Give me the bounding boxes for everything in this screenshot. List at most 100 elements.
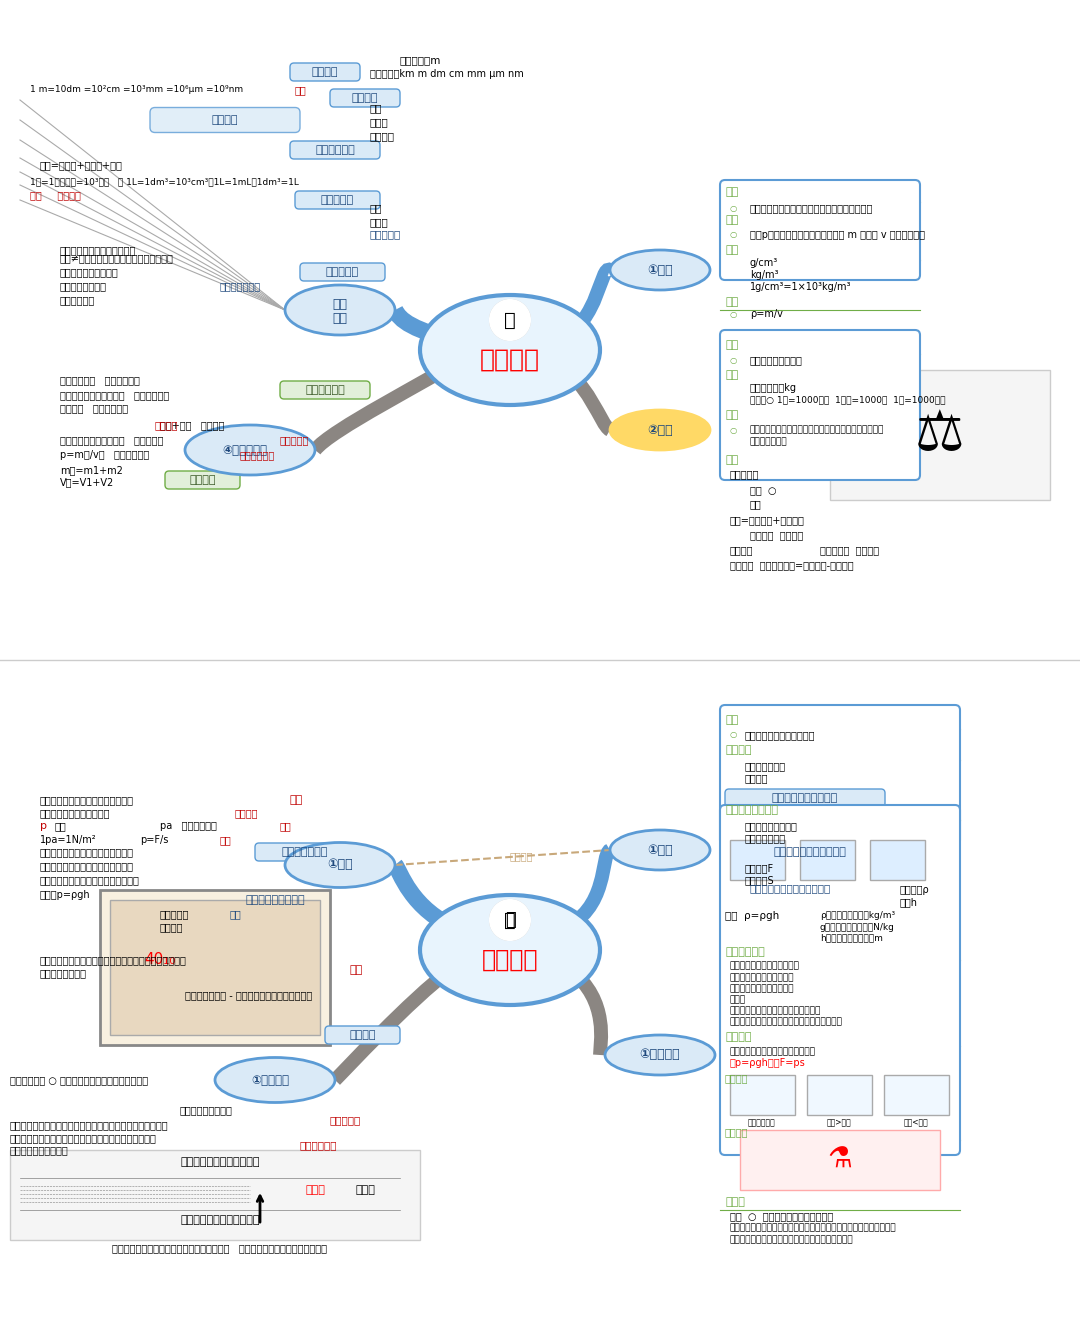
Text: 适用条件：密度均匀，形状规则的柱体: 适用条件：密度均匀，形状规则的柱体 (40, 875, 140, 884)
Text: 单位: 单位 (725, 370, 739, 380)
Ellipse shape (185, 425, 315, 475)
Text: p=m总/v总   平均密度问题: p=m总/v总 平均密度问题 (60, 450, 149, 459)
Bar (800, 805, 840, 830)
Text: 活塞式抽水机、离心式抽水机、用嘴管喝饮料、吸盘式玻: 活塞式抽水机、离心式抽水机、用嘴管喝饮料、吸盘式玻 (10, 1133, 157, 1143)
Text: 多次测量求平均值: 多次测量求平均值 (60, 281, 107, 290)
Text: 国际制单位：kg: 国际制单位：kg (750, 383, 797, 393)
Text: 🐴: 🐴 (504, 911, 516, 929)
Text: ②质量: ②质量 (647, 424, 673, 437)
Text: 压力大小F: 压力大小F (745, 863, 774, 873)
Text: 公式  ρ=ρgh: 公式 ρ=ρgh (725, 911, 780, 921)
FancyBboxPatch shape (165, 471, 240, 488)
FancyBboxPatch shape (295, 191, 380, 209)
Text: 质量密度: 质量密度 (480, 348, 540, 372)
Ellipse shape (420, 294, 600, 405)
Text: h：液体的深度，单位m: h：液体的深度，单位m (820, 933, 882, 942)
Text: 单位: 单位 (725, 246, 739, 255)
Text: 发生物态变化   默认质量不变: 发生物态变化 默认质量不变 (60, 375, 140, 385)
Text: 先p=ρgh，再F=ps: 先p=ρgh，再F=ps (730, 1059, 806, 1068)
Text: g：重力加速度，单位N/kg: g：重力加速度，单位N/kg (820, 923, 895, 932)
Circle shape (490, 300, 530, 341)
FancyBboxPatch shape (725, 789, 885, 807)
Text: 40₁₀: 40₁₀ (145, 953, 176, 968)
Text: 改进实验方法: 改进实验方法 (60, 294, 95, 305)
Text: ①密度: ①密度 (647, 264, 673, 276)
Text: 同一个瓶子装满两种液体   默认体积不变: 同一个瓶子装满两种液体 默认体积不变 (60, 389, 170, 400)
Text: 读数=准确值+估读值+单位: 读数=准确值+估读值+单位 (40, 160, 123, 170)
Bar (740, 805, 780, 830)
Text: 1pa=1N/m²: 1pa=1N/m² (40, 836, 96, 845)
Text: ①压强: ①压强 (327, 858, 353, 871)
Text: 连通器: 连通器 (725, 1197, 745, 1206)
Text: 换算：○ 1吨=1000千克  1千克=1000克  1克=1000毫克: 换算：○ 1吨=1000千克 1千克=1000克 1克=1000毫克 (750, 396, 945, 404)
Text: 误差分析: 误差分析 (730, 545, 754, 554)
Text: 增大压强：增大压力或减少受力面积: 增大压强：增大压力或减少受力面积 (40, 847, 134, 857)
Text: 定义: 定义 (725, 187, 739, 197)
Text: 液力>重力: 液力>重力 (826, 1118, 851, 1127)
Text: 液体压强规律: 液体压强规律 (725, 946, 765, 957)
Bar (730, 840, 785, 880)
Text: 刻度尺的使用: 刻度尺的使用 (315, 145, 355, 154)
Text: 托举力: 托举力 (355, 1185, 375, 1195)
Text: ⚖: ⚖ (915, 408, 964, 462)
Text: 空气流动速度较慢，压强大: 空气流动速度较慢，压强大 (180, 1214, 260, 1225)
Text: 体向各个方向的压强大小都: 体向各个方向的压强大小都 (730, 985, 795, 994)
Text: 1g/cm³=1×10³kg/m³: 1g/cm³=1×10³kg/m³ (750, 282, 851, 292)
Text: 深度h: 深度h (900, 898, 918, 907)
Text: ○: ○ (730, 309, 738, 318)
Text: ○: ○ (730, 425, 738, 434)
Text: 液体压力: 液体压力 (725, 1032, 752, 1041)
Text: 从实心体积入手较为简单   实实心问题: 从实心体积入手较为简单 实实心问题 (60, 436, 163, 445)
Text: 减小压强：减小压力或增大受力面积: 减小压强：减小压力或增大受力面积 (40, 861, 134, 871)
Text: 比例问题: 比例问题 (156, 420, 178, 430)
Text: 海拔越高，气压越低: 海拔越高，气压越低 (180, 1105, 233, 1115)
Text: 相等；: 相等； (730, 995, 746, 1005)
Text: 分度值: 分度值 (370, 216, 389, 227)
Text: ○: ○ (730, 730, 738, 739)
Text: 压力压强: 压力压强 (482, 948, 538, 972)
FancyBboxPatch shape (720, 330, 920, 480)
Text: 某种物质质量和体积的比值叫做这种物质的密度: 某种物质质量和体积的比值叫做这种物质的密度 (750, 203, 874, 213)
Text: 相互挤压: 相互挤压 (745, 774, 769, 783)
Text: 产生原因: 产生原因 (725, 744, 752, 755)
Text: 压力作用效果的影响因素: 压力作用效果的影响因素 (773, 847, 847, 857)
Ellipse shape (285, 842, 395, 887)
Text: 规则柱体的压强计算: 规则柱体的压强计算 (245, 895, 305, 906)
Text: 液体密度ρ: 液体密度ρ (900, 884, 930, 895)
Bar (870, 805, 910, 830)
FancyBboxPatch shape (291, 141, 380, 158)
Text: 液力（重力）: 液力（重力） (748, 1118, 775, 1127)
Text: ρ：液体密度，单位kg/m³: ρ：液体密度，单位kg/m³ (820, 912, 895, 920)
Bar (870, 840, 924, 880)
Ellipse shape (610, 411, 710, 450)
Text: 衣钩、钢笔、吸墨水等: 衣钩、钢笔、吸墨水等 (10, 1144, 69, 1155)
Text: 压力差: 压力差 (305, 1185, 325, 1195)
Text: 1升=1立方分米=10³毫升   图 1L=1dm³=10³cm³，1L=1mL，1dm³=1L: 1升=1立方分米=10³毫升 图 1L=1dm³=10³cm³，1L=1mL，1… (30, 177, 299, 186)
Text: 大气内部的各个方向都存在着压强，这个压强叫做大气压: 大气内部的各个方向都存在着压强，这个压强叫做大气压 (40, 954, 187, 965)
Text: 长度测量: 长度测量 (352, 92, 378, 103)
Ellipse shape (610, 249, 710, 290)
Text: 单位: 单位 (280, 821, 292, 832)
Text: ①液体压强: ①液体压强 (639, 1048, 680, 1061)
Text: 液体压强产生原因: 液体压强产生原因 (725, 805, 778, 814)
Text: 质量是物体的一种自身属性，不随物体的位置、形状、物: 质量是物体的一种自身属性，不随物体的位置、形状、物 (750, 425, 885, 434)
Text: 结构  ○: 结构 ○ (750, 484, 777, 495)
Text: 量程: 量程 (370, 103, 382, 114)
Text: 测量: 测量 (725, 455, 739, 465)
Text: 特点: 特点 (725, 411, 739, 420)
Text: 三种容器: 三种容器 (725, 1127, 748, 1137)
Ellipse shape (420, 895, 600, 1005)
Text: 压力与重力无直接关系: 压力与重力无直接关系 (772, 793, 838, 803)
FancyBboxPatch shape (725, 843, 895, 861)
Text: 在液体内部同一深度处，液: 在液体内部同一深度处，液 (730, 974, 795, 982)
Text: 定义: 定义 (725, 715, 739, 725)
FancyBboxPatch shape (720, 705, 960, 845)
FancyBboxPatch shape (150, 107, 300, 132)
Text: 工具：天平: 工具：天平 (730, 469, 759, 479)
FancyBboxPatch shape (291, 63, 360, 81)
Text: 空气流动速度较快，压强小: 空气流动速度较快，压强小 (180, 1158, 260, 1167)
Text: 🐴: 🐴 (504, 911, 515, 929)
Bar (110, 900, 320, 1035)
Text: pa   帕斯卡（帕）: pa 帕斯卡（帕） (160, 821, 217, 832)
Text: 口诀：要算液体压力，先算液体压强: 口诀：要算液体压力，先算液体压强 (730, 1048, 816, 1056)
